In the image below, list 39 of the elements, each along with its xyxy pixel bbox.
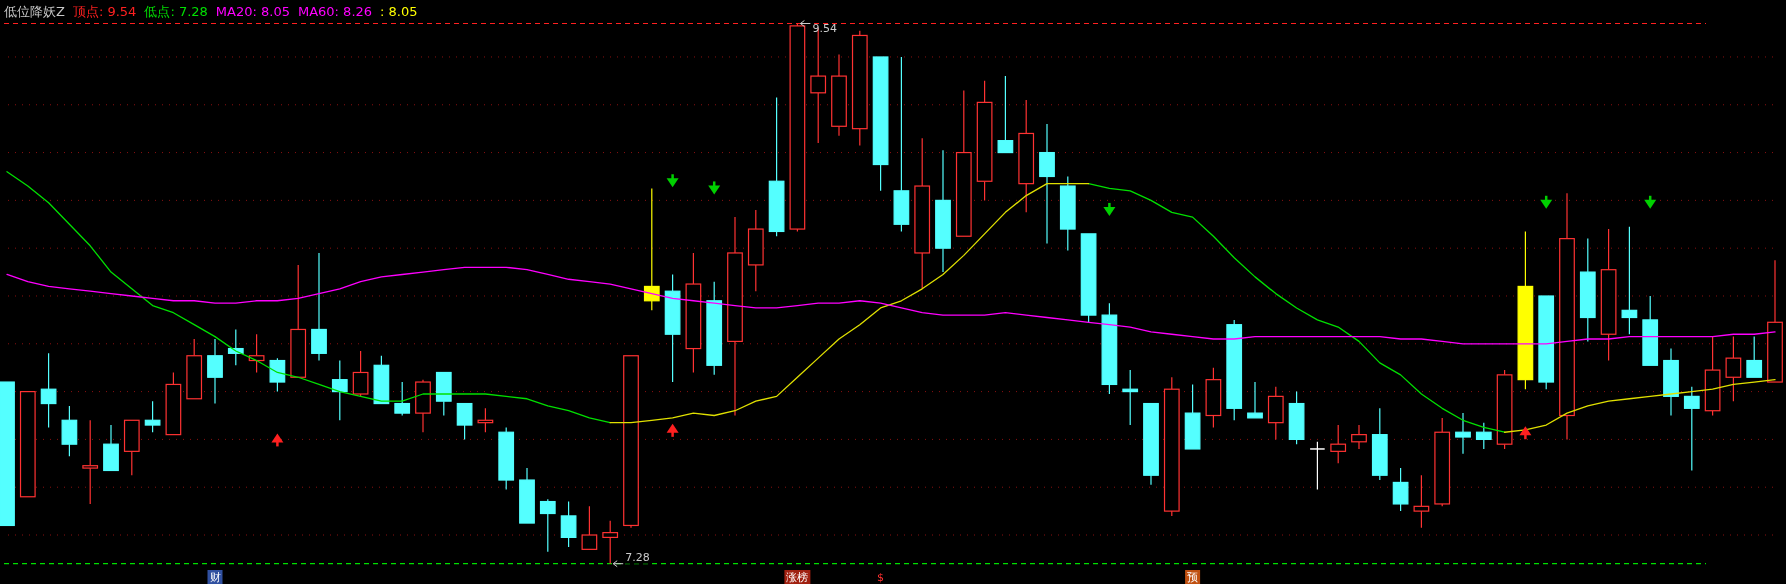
- annotation: 9.54: [812, 21, 837, 35]
- candlestick: [747, 209, 764, 292]
- point: [666, 178, 679, 188]
- candlestick: [935, 149, 951, 273]
- candlestick: [40, 352, 57, 429]
- candlestick: [82, 419, 99, 505]
- candlestick: [1579, 238, 1596, 342]
- annotation: 7.28: [625, 550, 650, 564]
- candlestick: [831, 53, 847, 137]
- x-tick-label: 财: [209, 571, 221, 584]
- text: : 8.05: [380, 4, 418, 19]
- candlestick: [1455, 412, 1471, 455]
- x-tick-label: $: [877, 571, 885, 584]
- text: MA20: 8.05: [215, 4, 290, 19]
- candlestick: [1600, 228, 1617, 362]
- text: 顶点: 9.54: [72, 4, 137, 19]
- candlestick: [1039, 123, 1055, 244]
- x-tick-label: 预: [1187, 571, 1199, 584]
- point: [708, 185, 721, 195]
- candlestick: [1559, 192, 1575, 440]
- candlestick: [914, 137, 931, 290]
- candlestick: [1663, 347, 1679, 417]
- candlestick: [331, 359, 348, 421]
- chart-title: 低位降妖Z: [4, 4, 65, 19]
- candlestick: [311, 252, 327, 362]
- candlestick: [685, 252, 702, 374]
- point: [666, 423, 679, 433]
- candlestick: [207, 338, 223, 405]
- candlestick: [727, 216, 743, 417]
- text: 低点: 7.28: [144, 4, 208, 19]
- point: [1540, 199, 1553, 209]
- candlestick: [1018, 99, 1035, 213]
- candlestick: [1725, 336, 1742, 402]
- text: MA60: 8.26: [297, 4, 373, 19]
- x-tick-label: 涨榜: [786, 571, 809, 584]
- point: [1644, 199, 1657, 209]
- candlestick: [1351, 424, 1367, 450]
- point: [1103, 206, 1116, 216]
- candlestick: [976, 80, 993, 201]
